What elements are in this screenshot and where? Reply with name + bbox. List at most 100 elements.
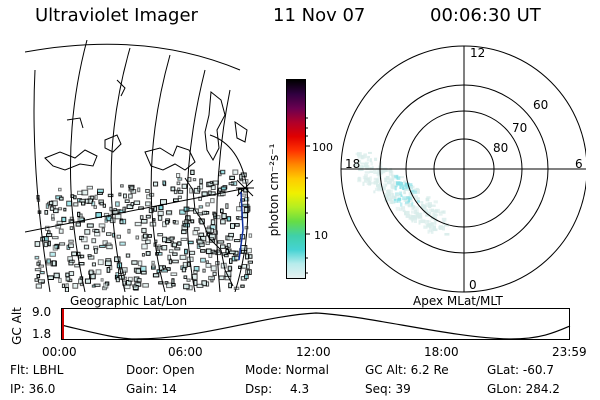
aurora-pixel xyxy=(152,218,156,222)
aurora-pixel xyxy=(379,185,383,190)
aurora-pixel xyxy=(105,242,112,246)
aurora-pixel xyxy=(49,206,55,211)
aurora-pixel xyxy=(140,265,147,272)
aurora-pixel xyxy=(395,183,398,188)
aurora-pixel xyxy=(177,177,183,181)
coastline xyxy=(234,120,248,143)
aurora-pixel xyxy=(140,219,148,224)
aurora-pixel xyxy=(64,287,70,292)
aurora-pixel xyxy=(99,244,106,248)
aurora-pixel xyxy=(417,197,420,200)
aurora-pixel xyxy=(131,260,138,265)
aurora-pixel xyxy=(428,208,433,211)
aurora-pixel xyxy=(377,176,382,179)
aurora-pixel xyxy=(212,251,217,255)
aurora-pixel xyxy=(38,264,44,268)
aurora-pixel xyxy=(153,181,159,187)
aurora-pixel xyxy=(213,212,217,218)
altitude-xtick-0000: 00:00 xyxy=(42,345,77,359)
aurora-pixel xyxy=(365,164,370,169)
aurora-pixel xyxy=(376,173,381,176)
aurora-pixel xyxy=(205,202,210,207)
aurora-pixel xyxy=(434,208,440,213)
aurora-pixel xyxy=(192,178,197,182)
aurora-pixel xyxy=(396,198,401,203)
aurora-pixel xyxy=(161,245,168,251)
aurora-pixel xyxy=(373,180,378,185)
coastline xyxy=(44,149,98,171)
aurora-pixel xyxy=(191,273,198,280)
aurora-pixel xyxy=(65,272,70,278)
longitude-line xyxy=(150,54,171,292)
aurora-pixel xyxy=(227,265,232,271)
filter-info: Flt: LBHL xyxy=(10,363,64,377)
aurora-pixel xyxy=(426,220,432,223)
aurora-pixel xyxy=(205,248,212,255)
aurora-pixel xyxy=(369,170,374,173)
aurora-pixel xyxy=(51,236,59,240)
aurora-pixel xyxy=(165,210,173,216)
aurora-pixel xyxy=(115,272,120,277)
gain-info: Gain: 14 xyxy=(126,382,177,396)
aurora-pixel xyxy=(59,242,66,246)
aurora-pixel xyxy=(106,232,112,236)
aurora-pixel xyxy=(229,250,236,255)
aurora-pixel xyxy=(157,233,164,237)
aurora-pixel xyxy=(357,155,362,159)
aurora-pixel xyxy=(355,152,360,156)
aurora-pixel xyxy=(172,220,176,224)
aurora-pixel xyxy=(394,175,398,179)
aurora-pixel xyxy=(168,249,174,254)
aurora-pixel xyxy=(220,208,224,214)
aurora-pixel xyxy=(68,271,75,277)
aurora-pixel xyxy=(145,189,150,193)
aurora-pixel xyxy=(234,223,240,227)
aurora-pixel xyxy=(376,183,379,188)
aurora-pixel xyxy=(246,264,250,270)
aurora-pixel xyxy=(410,185,415,189)
aurora-pixel xyxy=(244,226,249,230)
aurora-pixel xyxy=(428,204,432,208)
aurora-pixel xyxy=(79,198,86,203)
aurora-pixel xyxy=(36,261,40,266)
aurora-pixel xyxy=(147,234,152,238)
aurora-pixel xyxy=(425,202,430,207)
aurora-pixel xyxy=(81,236,88,243)
aurora-pixel xyxy=(83,244,90,250)
aurora-pixel xyxy=(36,274,41,279)
aurora-pixel xyxy=(220,169,226,175)
aurora-pixel xyxy=(106,267,111,273)
aurora-pixel xyxy=(384,177,388,183)
aurora-pixel xyxy=(225,203,229,209)
aurora-pixel xyxy=(238,265,242,270)
aurora-pixel xyxy=(48,200,54,206)
aurora-pixel xyxy=(416,198,419,202)
aurora-pixel xyxy=(151,260,155,265)
aurora-pixel xyxy=(232,169,239,175)
aurora-pixel xyxy=(228,182,235,186)
aurora-pixel xyxy=(183,283,190,290)
colorbar-unit-label: photon cm⁻²s⁻¹ xyxy=(267,143,281,237)
aurora-pixel xyxy=(410,217,415,221)
coastline xyxy=(116,79,126,97)
aurora-pixel xyxy=(400,182,404,186)
aurora-pixel xyxy=(208,275,215,281)
aurora-pixel xyxy=(385,175,390,180)
aurora-pixel xyxy=(114,256,121,263)
longitude-line xyxy=(216,89,231,292)
aurora-pixel xyxy=(72,283,79,289)
aurora-pixel xyxy=(210,198,215,204)
aurora-pixel xyxy=(220,186,227,191)
mode-info: Mode: Normal xyxy=(245,363,329,377)
aurora-pixel xyxy=(45,203,49,209)
aurora-pixel xyxy=(369,176,372,181)
aurora-pixel xyxy=(438,226,442,230)
aurora-pixel xyxy=(61,283,66,289)
aurora-pixel xyxy=(98,223,106,228)
aurora-pixel xyxy=(44,210,49,215)
aurora-pixel xyxy=(145,251,151,256)
aurora-pixel xyxy=(174,247,181,251)
aurora-pixel xyxy=(157,244,161,248)
aurora-pixel xyxy=(415,212,419,216)
aurora-pixel xyxy=(189,187,193,194)
